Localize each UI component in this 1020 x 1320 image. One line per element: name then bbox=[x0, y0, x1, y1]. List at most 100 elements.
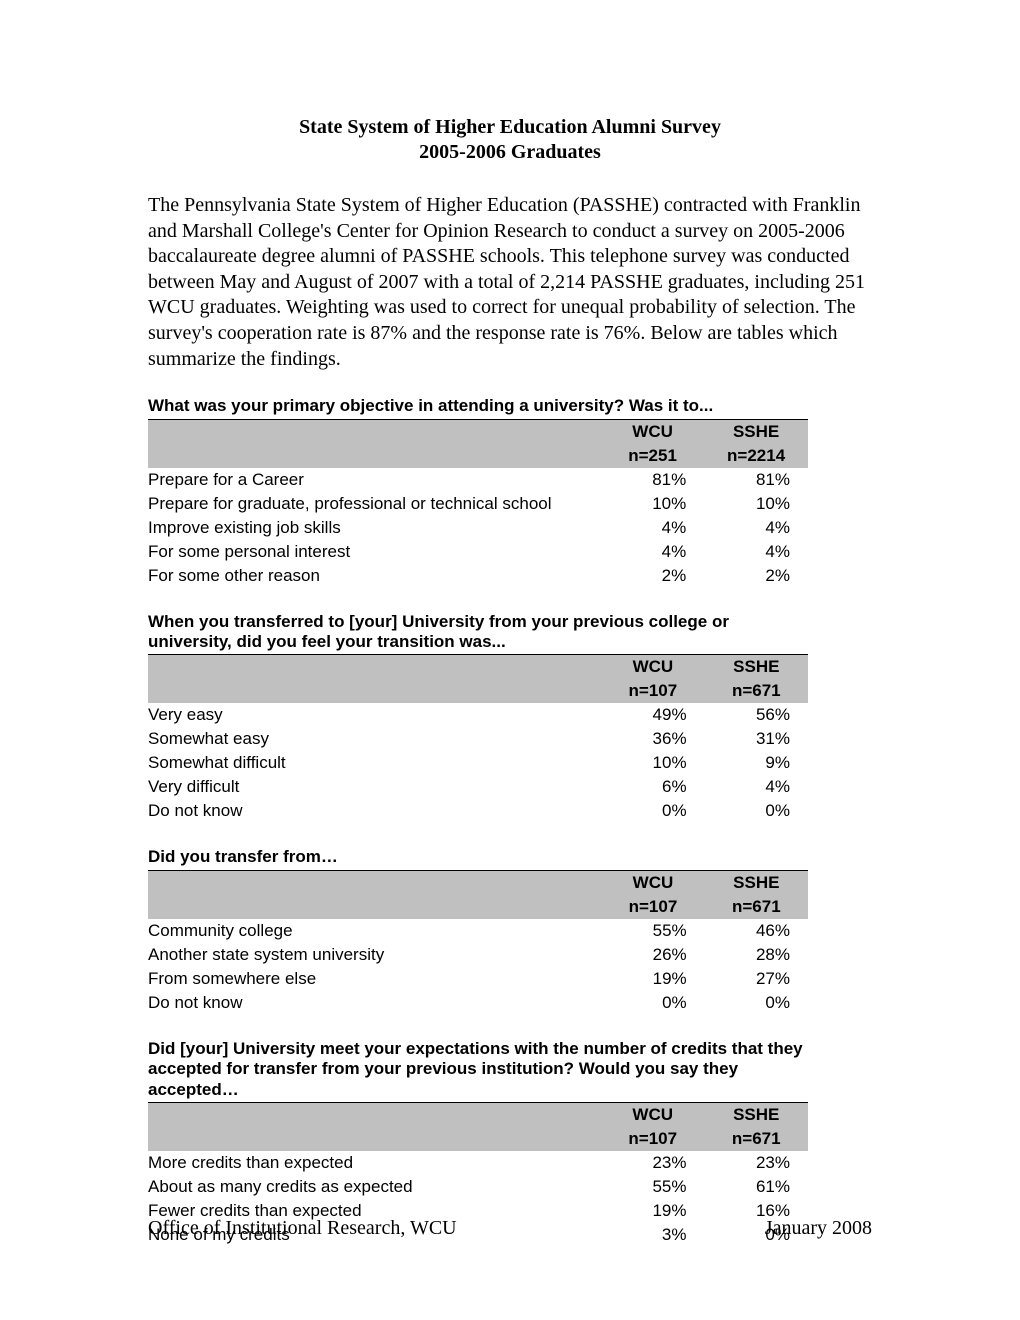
table-row: For some personal interest4%4% bbox=[148, 540, 808, 564]
header-wcu: WCU bbox=[601, 655, 704, 679]
table-header-row: WCUSSHE bbox=[148, 1103, 808, 1127]
row-value-wcu: 2% bbox=[601, 564, 704, 588]
table-row: Very easy49%56% bbox=[148, 703, 808, 727]
row-value-sshe: 10% bbox=[704, 492, 808, 516]
row-value-sshe: 0% bbox=[705, 799, 808, 823]
table-n-row: n=107n=671 bbox=[148, 679, 808, 703]
row-value-sshe: 61% bbox=[704, 1175, 808, 1199]
survey-table: WCUSSHEn=107n=671Very easy49%56%Somewhat… bbox=[148, 655, 808, 823]
n-wcu: n=107 bbox=[601, 1127, 705, 1151]
title-line-1: State System of Higher Education Alumni … bbox=[299, 116, 721, 138]
table-row: Very difficult6%4% bbox=[148, 775, 808, 799]
page-footer: Office of Institutional Research, WCU Ja… bbox=[148, 1217, 872, 1240]
row-label: Another state system university bbox=[148, 943, 601, 967]
table-row: Community college55%46% bbox=[148, 919, 808, 943]
survey-table-block: What was your primary objective in atten… bbox=[148, 396, 872, 587]
table-row: Somewhat difficult10%9% bbox=[148, 751, 808, 775]
table-row: From somewhere else19%27% bbox=[148, 967, 808, 991]
row-value-sshe: 4% bbox=[705, 775, 808, 799]
table-question: Did [your] University meet your expectat… bbox=[148, 1039, 808, 1103]
row-label: For some personal interest bbox=[148, 540, 601, 564]
table-row: Prepare for a Career81%81% bbox=[148, 468, 808, 492]
table-row: Another state system university26%28% bbox=[148, 943, 808, 967]
survey-table: WCUSSHEn=107n=671Community college55%46%… bbox=[148, 871, 808, 1015]
n-sshe: n=671 bbox=[705, 679, 808, 703]
row-value-sshe: 27% bbox=[705, 967, 808, 991]
row-value-sshe: 56% bbox=[705, 703, 808, 727]
table-row: Improve existing job skills4%4% bbox=[148, 516, 808, 540]
row-label: Prepare for graduate, professional or te… bbox=[148, 492, 601, 516]
table-question: Did you transfer from… bbox=[148, 847, 808, 870]
row-label: Somewhat difficult bbox=[148, 751, 601, 775]
title-line-2: 2005-2006 Graduates bbox=[419, 141, 601, 163]
header-sshe: SSHE bbox=[705, 871, 808, 895]
intro-paragraph: The Pennsylvania State System of Higher … bbox=[148, 193, 872, 372]
n-blank bbox=[148, 444, 601, 468]
row-value-wcu: 81% bbox=[601, 468, 704, 492]
table-row: Somewhat easy36%31% bbox=[148, 727, 808, 751]
tables-container: What was your primary objective in atten… bbox=[148, 396, 872, 1247]
table-n-row: n=251n=2214 bbox=[148, 444, 808, 468]
header-wcu: WCU bbox=[601, 1103, 705, 1127]
survey-table-block: When you transferred to [your] Universit… bbox=[148, 612, 872, 824]
row-value-wcu: 6% bbox=[601, 775, 704, 799]
header-wcu: WCU bbox=[601, 420, 704, 444]
table-question: When you transferred to [your] Universit… bbox=[148, 612, 808, 656]
document-page: State System of Higher Education Alumni … bbox=[0, 0, 1020, 1320]
row-value-wcu: 10% bbox=[601, 751, 704, 775]
row-value-wcu: 4% bbox=[601, 540, 704, 564]
row-label: Do not know bbox=[148, 799, 601, 823]
row-value-wcu: 55% bbox=[601, 919, 704, 943]
n-wcu: n=107 bbox=[601, 895, 704, 919]
row-value-wcu: 0% bbox=[601, 799, 704, 823]
footer-left: Office of Institutional Research, WCU bbox=[148, 1217, 457, 1240]
row-value-wcu: 10% bbox=[601, 492, 704, 516]
row-label: For some other reason bbox=[148, 564, 601, 588]
header-blank bbox=[148, 871, 601, 895]
row-value-sshe: 4% bbox=[704, 516, 808, 540]
row-label: Do not know bbox=[148, 991, 601, 1015]
n-sshe: n=2214 bbox=[704, 444, 808, 468]
table-row: Do not know0%0% bbox=[148, 799, 808, 823]
survey-table-block: Did you transfer from…WCUSSHEn=107n=671C… bbox=[148, 847, 872, 1014]
row-value-sshe: 28% bbox=[705, 943, 808, 967]
footer-right: January 2008 bbox=[765, 1217, 872, 1240]
row-label: About as many credits as expected bbox=[148, 1175, 601, 1199]
row-value-sshe: 81% bbox=[704, 468, 808, 492]
row-label: Somewhat easy bbox=[148, 727, 601, 751]
row-label: Very difficult bbox=[148, 775, 601, 799]
table-question: What was your primary objective in atten… bbox=[148, 396, 808, 419]
row-label: Community college bbox=[148, 919, 601, 943]
row-label: Prepare for a Career bbox=[148, 468, 601, 492]
header-sshe: SSHE bbox=[705, 655, 808, 679]
table-n-row: n=107n=671 bbox=[148, 1127, 808, 1151]
row-value-sshe: 31% bbox=[705, 727, 808, 751]
row-value-sshe: 4% bbox=[704, 540, 808, 564]
table-row: Do not know0%0% bbox=[148, 991, 808, 1015]
row-label: More credits than expected bbox=[148, 1151, 601, 1175]
row-value-wcu: 4% bbox=[601, 516, 704, 540]
survey-table-block: Did [your] University meet your expectat… bbox=[148, 1039, 872, 1247]
row-value-wcu: 49% bbox=[601, 703, 704, 727]
table-row: More credits than expected23%23% bbox=[148, 1151, 808, 1175]
row-value-wcu: 19% bbox=[601, 967, 704, 991]
header-blank bbox=[148, 420, 601, 444]
table-n-row: n=107n=671 bbox=[148, 895, 808, 919]
row-value-wcu: 0% bbox=[601, 991, 704, 1015]
header-wcu: WCU bbox=[601, 871, 704, 895]
row-label: Very easy bbox=[148, 703, 601, 727]
header-blank bbox=[148, 655, 601, 679]
row-value-sshe: 46% bbox=[705, 919, 808, 943]
page-title: State System of Higher Education Alumni … bbox=[148, 115, 872, 165]
table-header-row: WCUSSHE bbox=[148, 655, 808, 679]
row-label: Improve existing job skills bbox=[148, 516, 601, 540]
header-blank bbox=[148, 1103, 601, 1127]
row-value-sshe: 9% bbox=[705, 751, 808, 775]
row-label: From somewhere else bbox=[148, 967, 601, 991]
table-row: About as many credits as expected55%61% bbox=[148, 1175, 808, 1199]
header-sshe: SSHE bbox=[704, 1103, 808, 1127]
survey-table: WCUSSHEn=251n=2214Prepare for a Career81… bbox=[148, 420, 808, 588]
n-wcu: n=251 bbox=[601, 444, 704, 468]
table-header-row: WCUSSHE bbox=[148, 420, 808, 444]
n-blank bbox=[148, 895, 601, 919]
